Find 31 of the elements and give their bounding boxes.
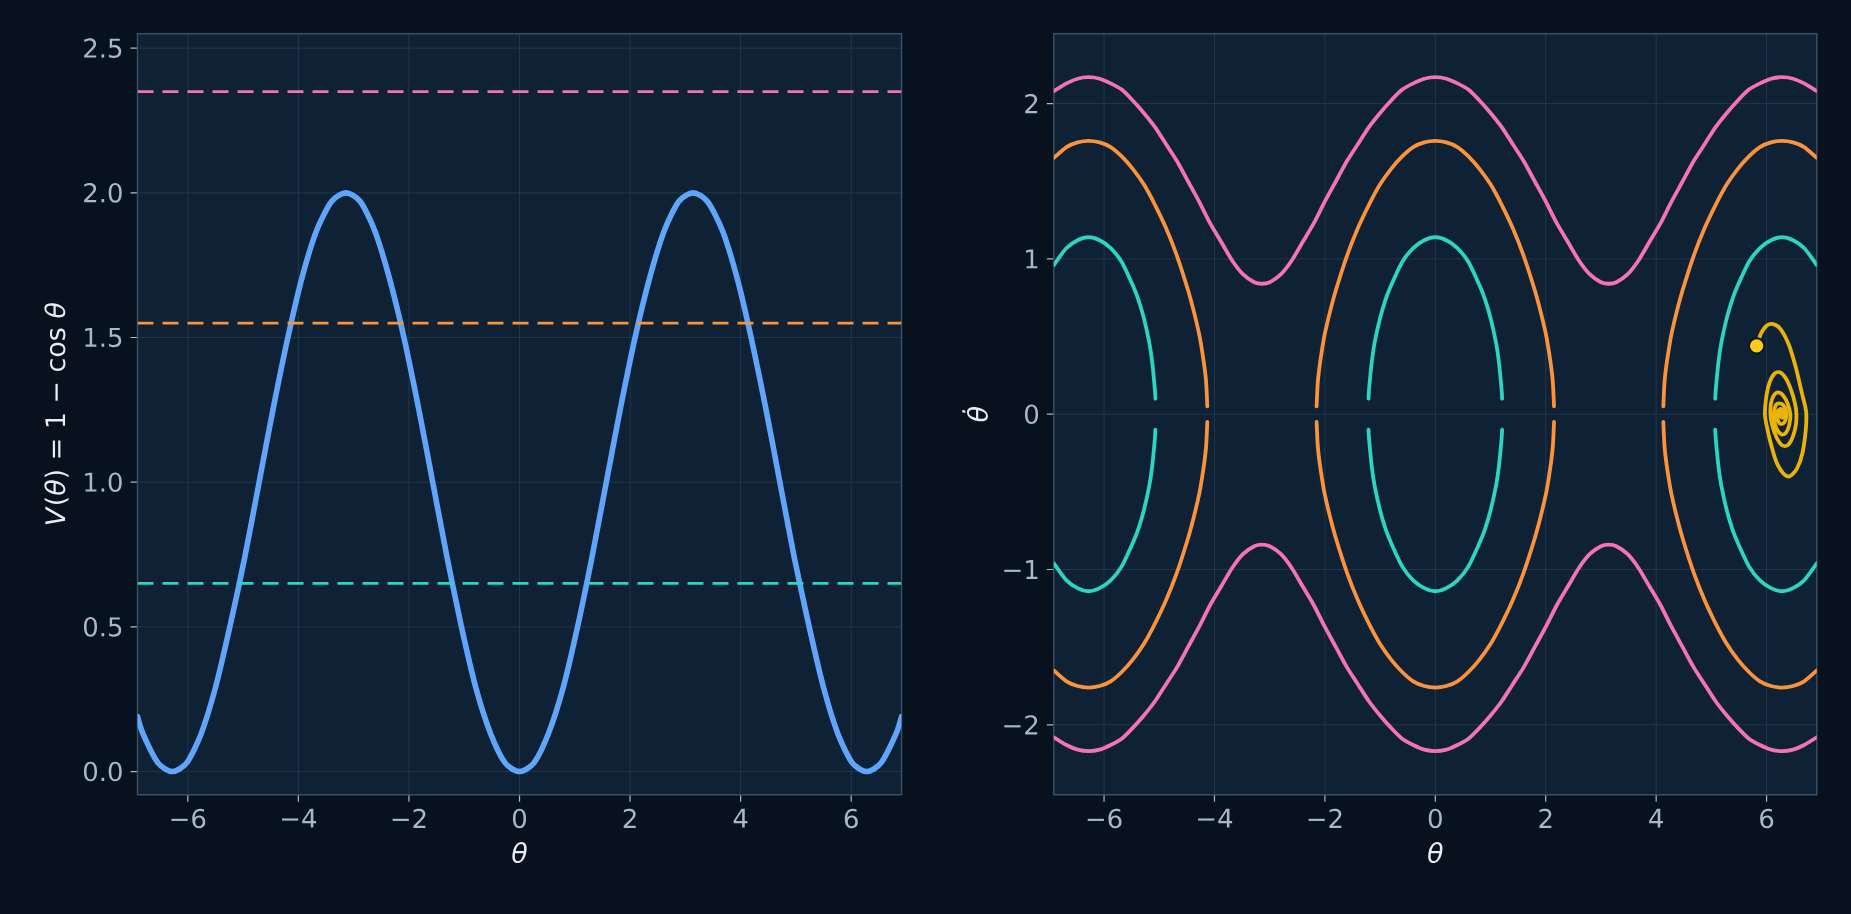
x-tick-label: 4	[1649, 808, 1663, 828]
y-tick-label: 1.5	[85, 327, 122, 348]
y-tick-label: −1	[1004, 560, 1038, 579]
x-tick-label: −4	[282, 808, 317, 828]
y-tick-label: 2.5	[84, 38, 122, 58]
x-tick-label: −6	[171, 808, 206, 829]
x-tick-label: −2	[392, 808, 426, 828]
x-tick-label: −6	[1087, 808, 1122, 829]
y-tick-label: 2.0	[84, 183, 122, 203]
x-tick-label: −4	[1198, 808, 1233, 828]
x-tick-label: 2	[1539, 808, 1552, 828]
x-tick-label: 6	[1760, 808, 1774, 829]
x-tick-label: 0	[512, 808, 527, 829]
x-tick-label: −2	[1308, 808, 1342, 828]
y-tick-label: 2	[1025, 93, 1038, 114]
x-tick-label: 0	[1428, 808, 1442, 829]
y-tick-label: 1.0	[85, 472, 122, 492]
y-tick-label: −2	[1004, 715, 1038, 735]
y-axis-title: V(θ) = 1 − cos θ	[44, 303, 69, 525]
y-tick-label: 0	[1025, 404, 1039, 424]
y-tick-label: 0.5	[83, 617, 122, 637]
x-tick-label: 4	[733, 808, 748, 828]
line-series	[1053, 75, 1817, 286]
y-tick-label: 0.0	[83, 761, 122, 782]
y-axis-title: θ̇	[962, 407, 988, 422]
x-tick-label: 2	[623, 808, 636, 828]
x-axis-title: θ	[1428, 842, 1443, 863]
x-axis-title: θ	[512, 842, 527, 863]
line-series	[1053, 542, 1817, 754]
x-tick-label: 6	[844, 808, 858, 829]
y-tick-label: 1	[1026, 249, 1038, 269]
